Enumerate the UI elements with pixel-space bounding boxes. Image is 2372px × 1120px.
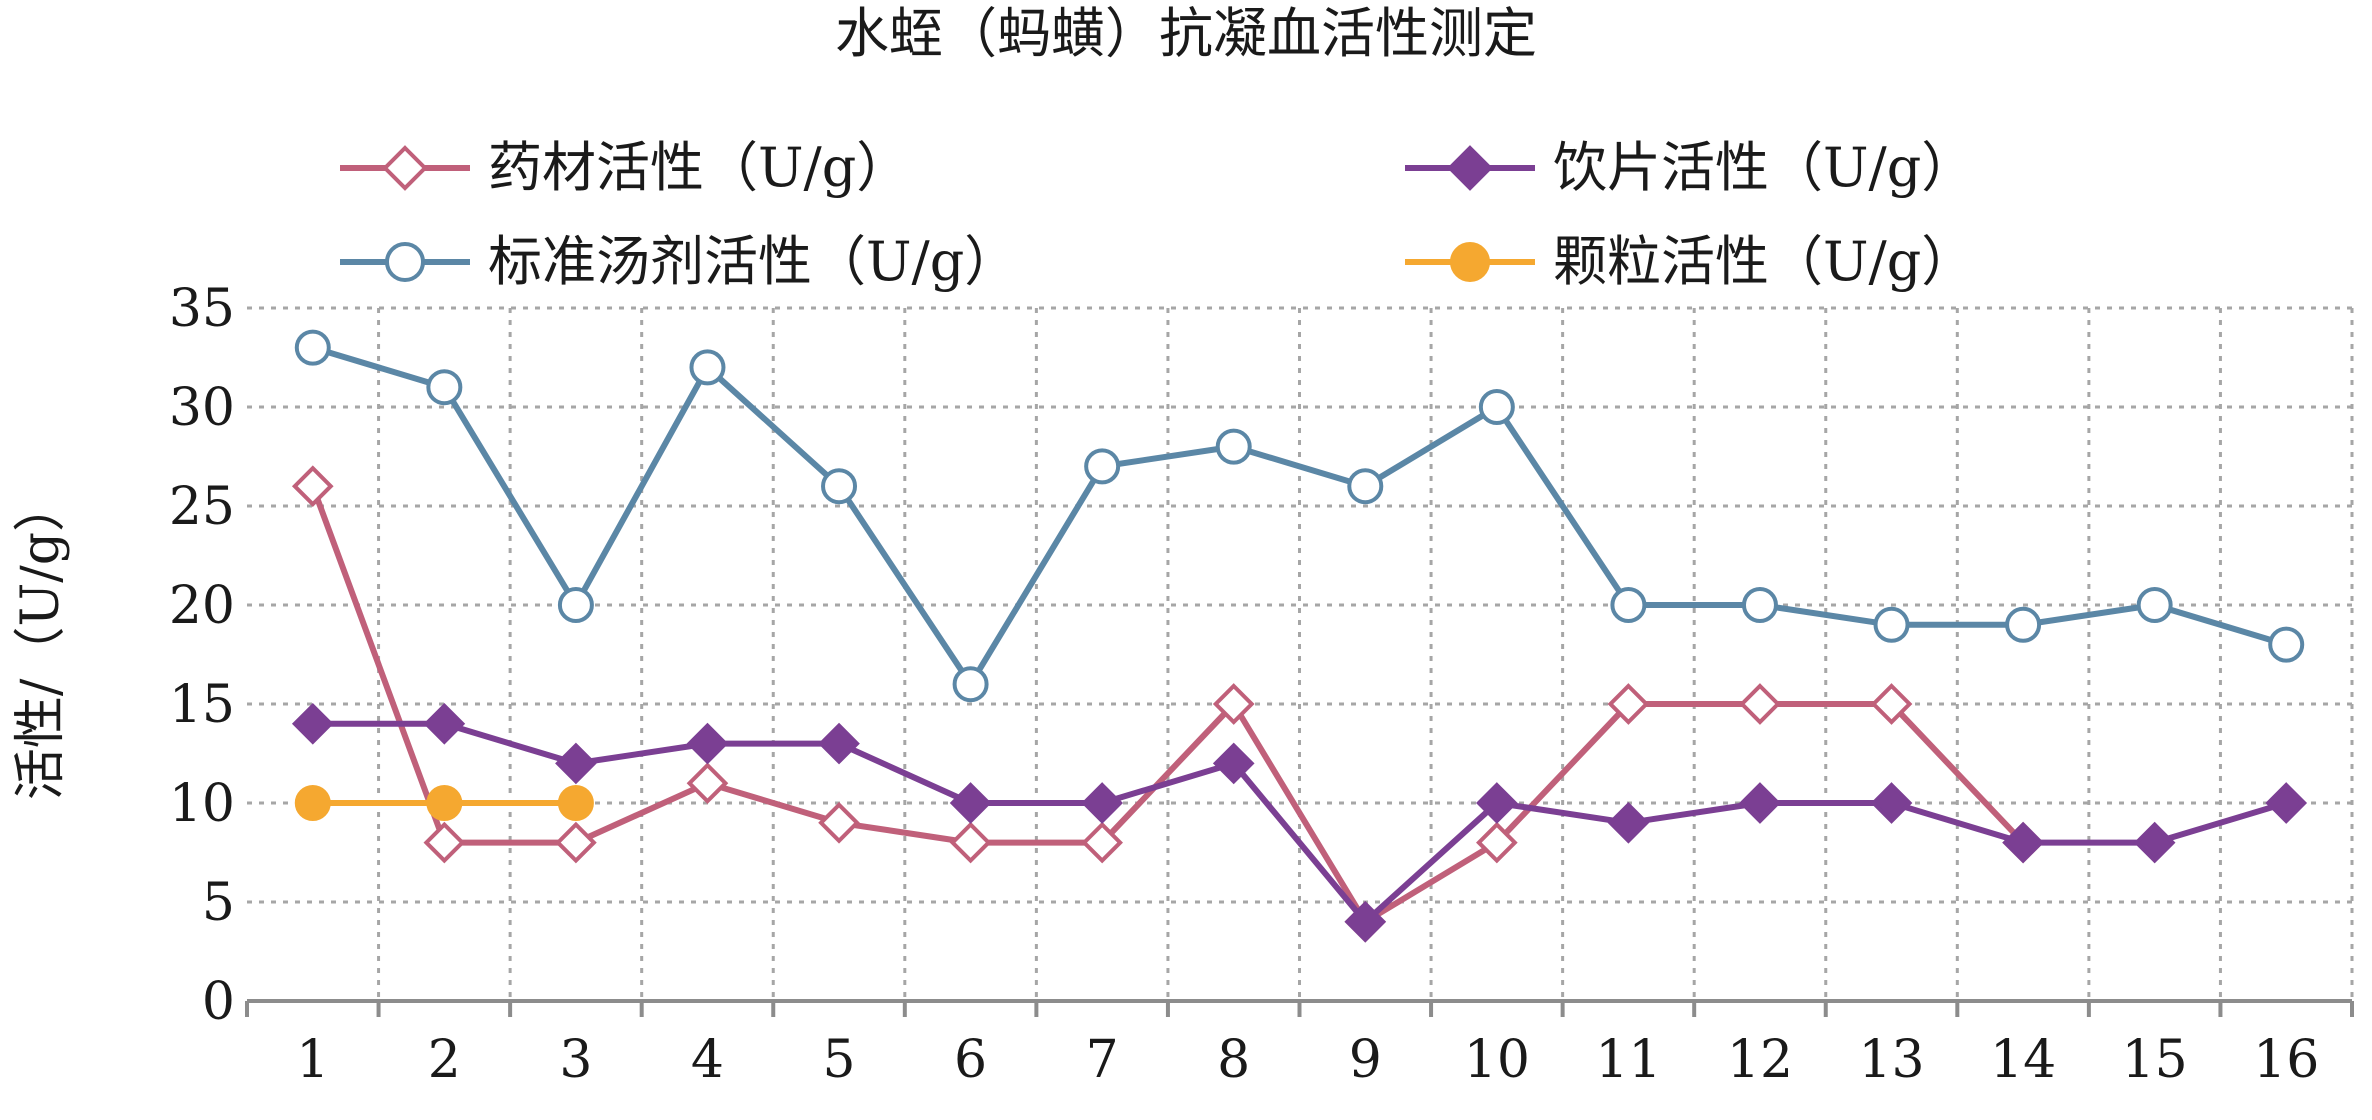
legend-label: 颗粒活性（U/g） [1553,230,1975,293]
x-tick-label: 3 [559,1030,592,1090]
y-tick-label: 10 [169,774,235,834]
data-point [1610,587,1647,623]
series-line [311,344,2288,688]
data-point [1739,782,1781,824]
data-point [294,785,331,821]
data-point [1476,782,1518,824]
data-point [1607,683,1650,725]
data-point [1870,782,1913,824]
data-point [2005,606,2042,643]
legend-swatch-marker [385,242,425,282]
data-point [1215,428,1252,465]
x-tick-label: 4 [691,1030,724,1090]
y-tick-label: 20 [169,576,235,636]
data-point [818,722,860,765]
data-point [291,702,334,745]
data-point [1739,683,1781,725]
data-point [555,821,597,864]
data-point [1212,683,1255,725]
data-point [1478,389,1515,425]
legend-item: 标准汤剂活性（U/g） [340,230,1018,293]
y-tick-label: 15 [169,675,235,735]
data-point [1344,900,1387,943]
data-point [2002,821,2044,864]
data-point [1347,468,1384,505]
data-point [291,465,334,508]
series-line [312,720,2288,925]
x-tick-label: 12 [1727,1030,1793,1090]
x-tick-label: 7 [1086,1030,1119,1090]
plot-grid [247,306,2354,1001]
series-group [291,465,2044,943]
data-point [949,782,992,824]
data-point [686,762,729,805]
data-point [555,742,597,785]
data-point [818,801,860,844]
legend-swatch-marker [1447,145,1493,191]
data-point [952,666,989,703]
legend-swatch-marker [1450,242,1490,282]
x-tick-label: 5 [822,1030,855,1090]
chart-title: 水蛭（蚂蟥）抗凝血活性测定 [835,2,1537,65]
x-tick-label: 13 [1858,1030,1924,1090]
x-tick-label: 10 [1464,1030,1530,1090]
legend-label: 标准汤剂活性（U/g） [488,230,1018,293]
data-point [1212,742,1255,785]
series-layer [291,329,2308,943]
y-axis-label: 活性/（U/g） [11,480,71,800]
x-tick-label: 1 [296,1030,329,1090]
legend-item: 颗粒活性（U/g） [1405,230,1975,293]
data-point [2268,626,2305,663]
legend-label: 饮片活性（U/g） [1553,136,1975,199]
x-tick-label: 9 [1349,1030,1382,1090]
x-tick-label: 2 [428,1030,461,1090]
data-point [426,369,463,406]
data-point [949,821,992,864]
x-tick-label: 14 [1990,1030,2056,1090]
series-group [291,702,2308,943]
data-point [294,329,331,366]
legend-label: 药材活性（U/g） [488,136,910,199]
y-tick-label: 35 [169,279,235,339]
data-point [423,821,466,864]
series-line [309,485,2026,925]
data-point [2265,782,2308,824]
x-tick-label: 6 [954,1030,987,1090]
x-tick-label: 8 [1217,1030,1250,1090]
series-group [294,329,2305,703]
data-point [557,587,594,623]
data-point [1084,448,1121,485]
data-point [689,349,726,386]
y-tick-label: 0 [202,972,235,1032]
series-group [294,785,594,821]
data-point [1081,782,1123,824]
data-point [1870,683,1913,725]
y-tick-label: 5 [202,873,235,933]
data-point [1081,821,1123,864]
data-point [1741,587,1778,623]
legend-item: 药材活性（U/g） [340,136,910,199]
x-tick-label: 16 [2253,1030,2319,1090]
data-point [686,722,729,765]
data-point [1607,801,1650,844]
data-point [426,785,463,821]
data-point [821,468,858,505]
data-point [2136,587,2173,623]
x-tick-label: 15 [2122,1030,2188,1090]
data-point [1873,606,1910,643]
data-point [1476,821,1518,864]
legend-item: 饮片活性（U/g） [1405,136,1975,199]
y-tick-label: 25 [169,477,235,537]
data-point [423,702,466,745]
legend-swatch-marker [382,145,428,191]
x-tick-label: 11 [1595,1030,1661,1090]
data-point [2133,821,2176,864]
legend: 药材活性（U/g） 饮片活性（U/g） 标准汤剂活性（U/g） 颗粒活性（U/g） [340,136,1975,293]
data-point [557,785,594,821]
y-tick-label: 30 [169,378,235,438]
